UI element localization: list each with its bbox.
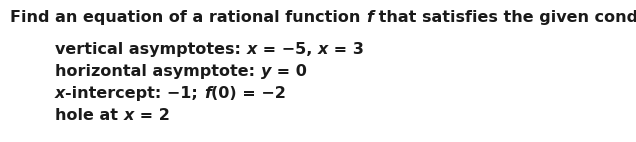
Text: x: x: [55, 86, 66, 101]
Text: vertical asymptotes:: vertical asymptotes:: [55, 42, 247, 57]
Text: f: f: [204, 86, 211, 101]
Text: hole at: hole at: [55, 108, 123, 123]
Text: -intercept: −1;: -intercept: −1;: [66, 86, 204, 101]
Text: x: x: [318, 42, 328, 57]
Text: x: x: [123, 108, 134, 123]
Text: y: y: [261, 64, 271, 79]
Text: that satisfies the given conditions.: that satisfies the given conditions.: [373, 10, 636, 25]
Text: = 2: = 2: [134, 108, 170, 123]
Text: horizontal asymptote:: horizontal asymptote:: [55, 64, 261, 79]
Text: = 0: = 0: [271, 64, 307, 79]
Text: Find an equation of a rational function: Find an equation of a rational function: [10, 10, 366, 25]
Text: f: f: [366, 10, 373, 25]
Text: = 3: = 3: [328, 42, 364, 57]
Text: x: x: [247, 42, 257, 57]
Text: (0) = −2: (0) = −2: [211, 86, 286, 101]
Text: = −5,: = −5,: [257, 42, 318, 57]
